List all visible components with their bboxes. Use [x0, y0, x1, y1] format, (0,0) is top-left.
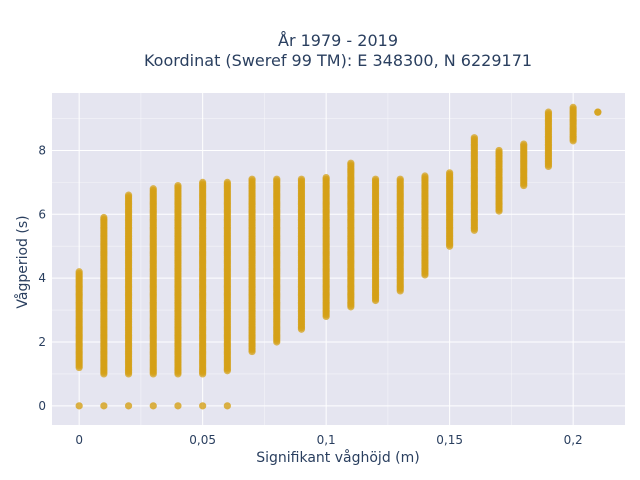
point-column [421, 172, 429, 279]
chart-title-line1: År 1979 - 2019 [278, 31, 398, 50]
data-point [199, 178, 207, 186]
point-column [248, 175, 256, 356]
y-tick-label: 6 [38, 207, 46, 221]
data-point [149, 185, 157, 193]
data-point [174, 402, 182, 410]
data-point [149, 402, 157, 410]
x-tick-label: 0,15 [436, 433, 463, 447]
point-column [223, 178, 231, 410]
x-axis-label: Signifikant våghöjd (m) [256, 449, 419, 466]
point-column [124, 191, 133, 410]
point-column [347, 159, 355, 311]
point-column [594, 108, 602, 116]
data-point [470, 134, 478, 142]
y-axis-label: Vågperiod (s) [14, 215, 31, 308]
y-tick-label: 2 [38, 335, 46, 349]
grid-lines [52, 93, 625, 425]
data-point [371, 175, 380, 183]
data-point [273, 175, 281, 183]
chart-title-line2: Koordinat (Sweref 99 TM): E 348300, N 62… [144, 51, 532, 70]
data-point [223, 402, 231, 410]
y-tick-label: 8 [38, 143, 46, 157]
x-tick-label: 0,05 [189, 433, 216, 447]
data-point [396, 175, 404, 183]
point-column [520, 140, 528, 190]
y-tick-label: 4 [38, 271, 46, 285]
data-point [124, 402, 133, 410]
point-column [100, 213, 108, 410]
point-column [322, 173, 330, 321]
point-column [470, 134, 478, 234]
point-column [396, 175, 404, 295]
point-column [446, 169, 454, 250]
data-point [297, 175, 306, 183]
data-point [544, 108, 553, 116]
data-point [347, 159, 355, 167]
data-point [495, 146, 503, 155]
data-point [75, 402, 83, 410]
x-tick-label: 0,1 [317, 433, 336, 447]
point-column [199, 178, 207, 410]
data-point [594, 108, 602, 116]
data-point [322, 173, 330, 182]
x-tick-labels: 0 0,05 0,1 0,15 0,2 [75, 433, 582, 447]
data-point [569, 103, 577, 111]
point-column [273, 175, 281, 346]
point-column [297, 175, 306, 333]
point-column [174, 181, 182, 410]
data-point [75, 268, 83, 276]
data-point [421, 172, 429, 180]
point-column [495, 146, 503, 215]
y-tick-labels: 0 2 4 6 8 [38, 143, 46, 412]
data-points [75, 103, 602, 410]
data-point [446, 169, 454, 177]
x-tick-label: 0 [75, 433, 83, 447]
data-point [248, 175, 256, 183]
plot-area [52, 93, 625, 425]
data-point [124, 191, 133, 199]
data-point [100, 213, 108, 222]
data-point [199, 402, 207, 410]
point-column [569, 103, 577, 145]
point-column [544, 108, 553, 171]
x-tick-label: 0,2 [564, 433, 583, 447]
data-point [100, 402, 108, 410]
point-column [149, 185, 157, 410]
point-column [75, 268, 83, 410]
data-point [223, 178, 231, 186]
data-point [520, 140, 528, 148]
data-point [174, 181, 182, 190]
point-column [371, 175, 380, 305]
y-tick-label: 0 [38, 399, 46, 413]
